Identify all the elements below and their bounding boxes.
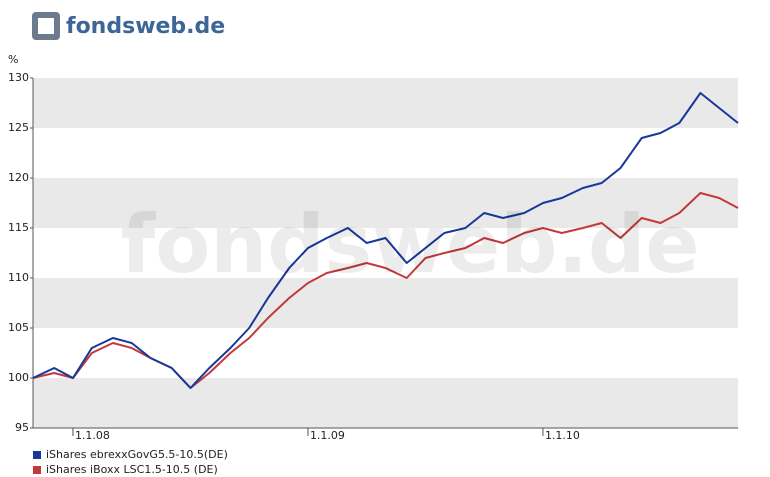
x-tick-label: 1.1.10 (545, 429, 580, 442)
legend-label: iShares iBoxx LSC1.5-10.5 (DE) (46, 463, 218, 476)
watermark: fondsweb.de (121, 198, 700, 291)
legend-swatch (33, 451, 41, 459)
logo-text: fondsweb.de (66, 14, 225, 39)
logo-icon-inner (38, 18, 54, 34)
y-tick-label: 110 (8, 271, 29, 284)
y-tick-label: 100 (8, 371, 29, 384)
y-tick-label: 115 (8, 221, 29, 234)
y-tick-label: 95 (15, 421, 29, 434)
y-tick-label: 130 (8, 71, 29, 84)
plot-area: 95 100 105 110 115 120 125 130 1.1.08 1.1.09 1.1.1… (8, 71, 739, 476)
x-tick-label: 1.1.09 (310, 429, 345, 442)
y-axis-label: % (8, 53, 18, 66)
x-tick-label: 1.1.08 (75, 429, 110, 442)
legend-label: iShares ebrexxGovG5.5-10.5(DE) (46, 448, 228, 461)
legend-swatch (33, 466, 41, 474)
band (33, 178, 738, 228)
band (33, 278, 738, 328)
series-line (32, 92, 739, 389)
logo: fondsweb.de (32, 12, 225, 40)
y-tick-label: 120 (8, 171, 29, 184)
y-tick-label: 105 (8, 321, 29, 334)
band (33, 78, 738, 128)
band (33, 378, 738, 428)
y-tick-label: 125 (8, 121, 29, 134)
